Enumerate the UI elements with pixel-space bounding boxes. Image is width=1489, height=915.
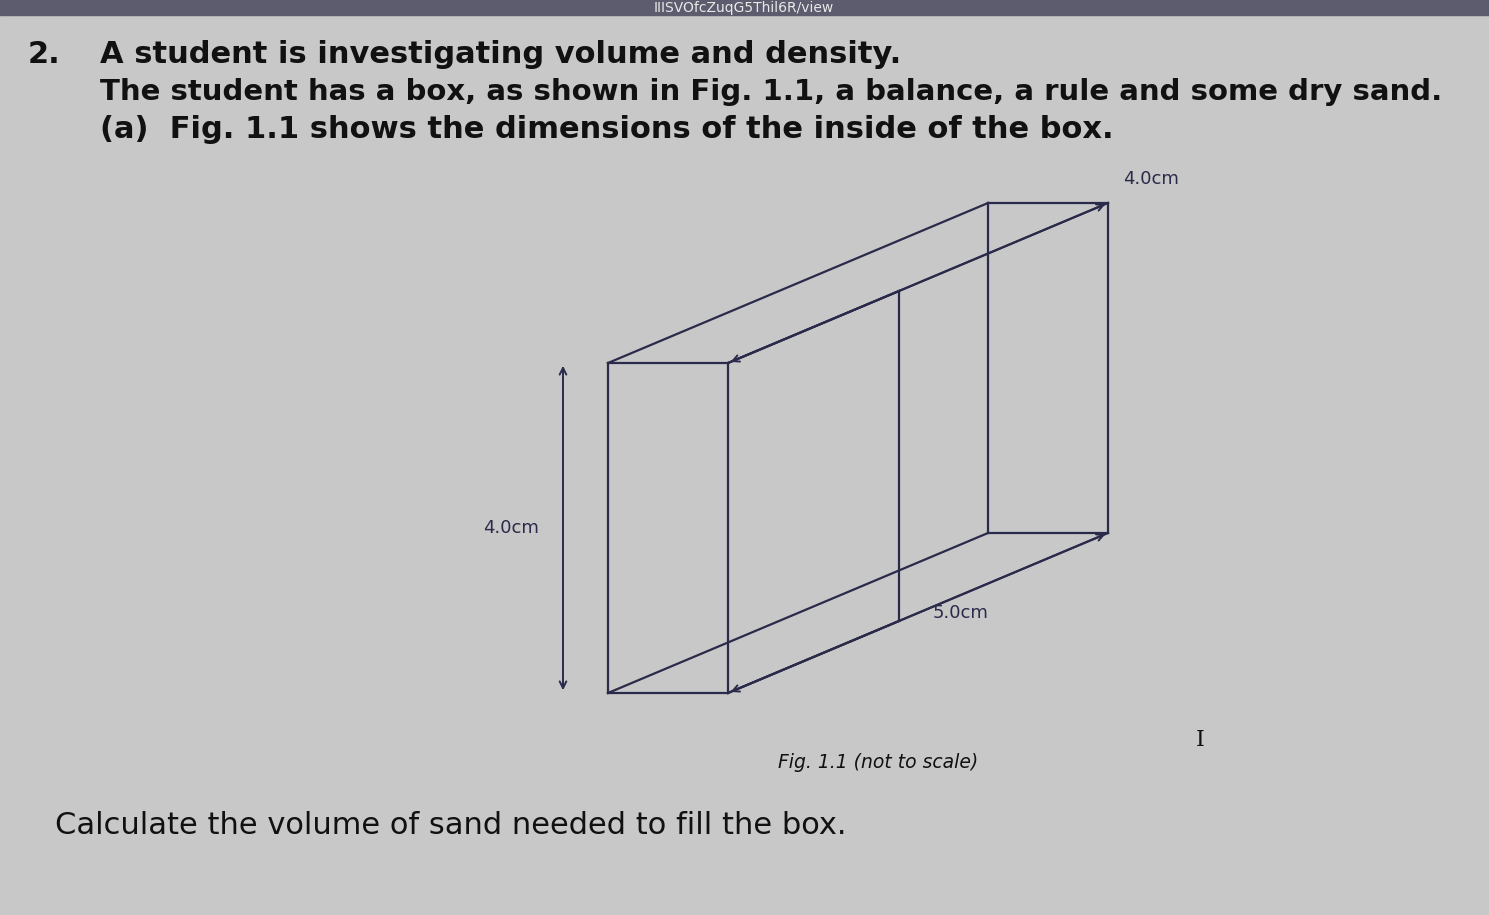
Text: Fig. 1.1 (not to scale): Fig. 1.1 (not to scale): [777, 753, 978, 772]
Text: The student has a box, as shown in Fig. 1.1, a balance, a rule and some dry sand: The student has a box, as shown in Fig. …: [100, 78, 1443, 106]
Text: 2.: 2.: [28, 40, 61, 69]
Bar: [0, 0, 1489, 15]
Text: 4.0cm: 4.0cm: [482, 519, 539, 537]
Text: Calculate the volume of sand needed to fill the box.: Calculate the volume of sand needed to f…: [55, 811, 847, 840]
Text: I: I: [1196, 729, 1205, 751]
Text: A student is investigating volume and density.: A student is investigating volume and de…: [100, 40, 901, 69]
Text: IIISVOfcZuqG5Thil6R/view: IIISVOfcZuqG5Thil6R/view: [654, 1, 834, 15]
Text: 5.0cm: 5.0cm: [934, 604, 989, 622]
Text: 4.0cm: 4.0cm: [1123, 170, 1179, 188]
Text: (a)  Fig. 1.1 shows the dimensions of the inside of the box.: (a) Fig. 1.1 shows the dimensions of the…: [100, 115, 1114, 144]
